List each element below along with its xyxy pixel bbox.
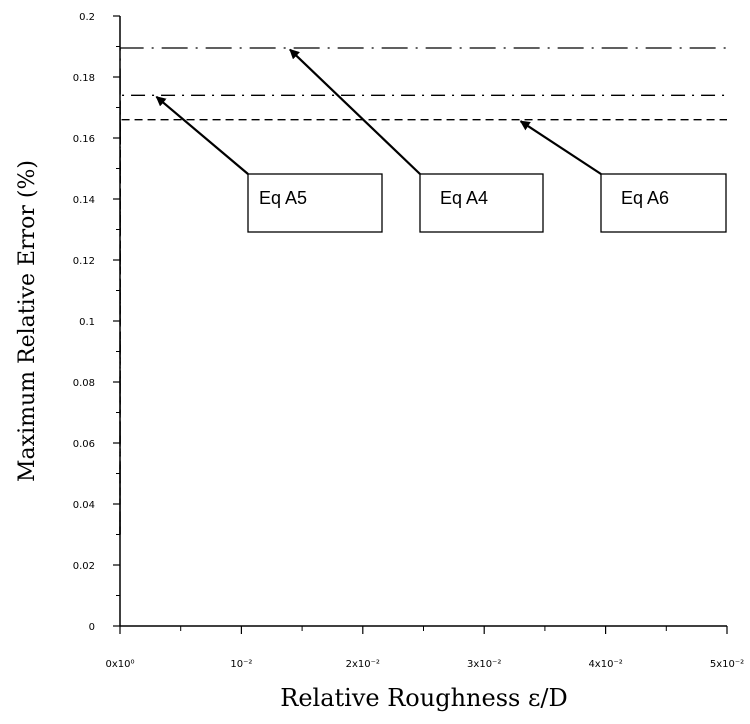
y-tick-label: 0.2: [79, 12, 95, 23]
y-tick-label: 0.06: [73, 439, 95, 450]
tick-marks: [113, 15, 728, 634]
series-line-1: [119, 47, 727, 535]
y-tick-label: 0.14: [73, 195, 95, 206]
annotation-label: Eq A6: [621, 188, 669, 208]
annotation-box: [247, 173, 383, 233]
axes: [119, 16, 727, 627]
annotation-box: [600, 173, 727, 233]
y-axis-title: Maximum Relative Error (%): [15, 160, 40, 482]
y-tick-label: 0.16: [73, 134, 95, 145]
x-tick-label: 10⁻²: [230, 659, 252, 670]
annotation-label: Eq A5: [259, 188, 307, 208]
x-tick-label: 2x10⁻²: [346, 659, 380, 670]
y-tick-label: 0.02: [73, 561, 95, 572]
y-tick-label: 0.12: [73, 256, 95, 267]
y-tick-label: 0.1: [79, 317, 95, 328]
tick-labels: 0 0.02 0.04 0.06 0.08 0.1 0.12 0.14 0.16 0.18 0.2 0…: [73, 12, 744, 670]
annotation-arrow: [519, 120, 602, 175]
annotation-label: Eq A4: [440, 188, 488, 208]
x-tick-label: 5x10⁻²: [710, 659, 744, 670]
y-tick-label: 0.04: [73, 500, 95, 511]
series-line-3: [119, 119, 727, 535]
x-axis-title: Relative Roughness ε/D: [280, 684, 567, 712]
x-tick-label: 4x10⁻²: [588, 659, 622, 670]
x-tick-label: 0x10⁰: [105, 659, 134, 670]
y-tick-label: 0.18: [73, 73, 95, 84]
annotations: Eq A5 Eq A4 Eq A6: [155, 48, 727, 233]
series-line-2: [119, 94, 727, 535]
annotation-box: [419, 173, 544, 233]
annotation-arrow: [289, 48, 421, 175]
x-tick-label: 3x10⁻²: [467, 659, 501, 670]
y-tick-label: 0: [89, 622, 95, 633]
series-lines: [119, 47, 727, 535]
y-tick-label: 0.08: [73, 378, 95, 389]
annotation-arrow: [155, 95, 249, 175]
